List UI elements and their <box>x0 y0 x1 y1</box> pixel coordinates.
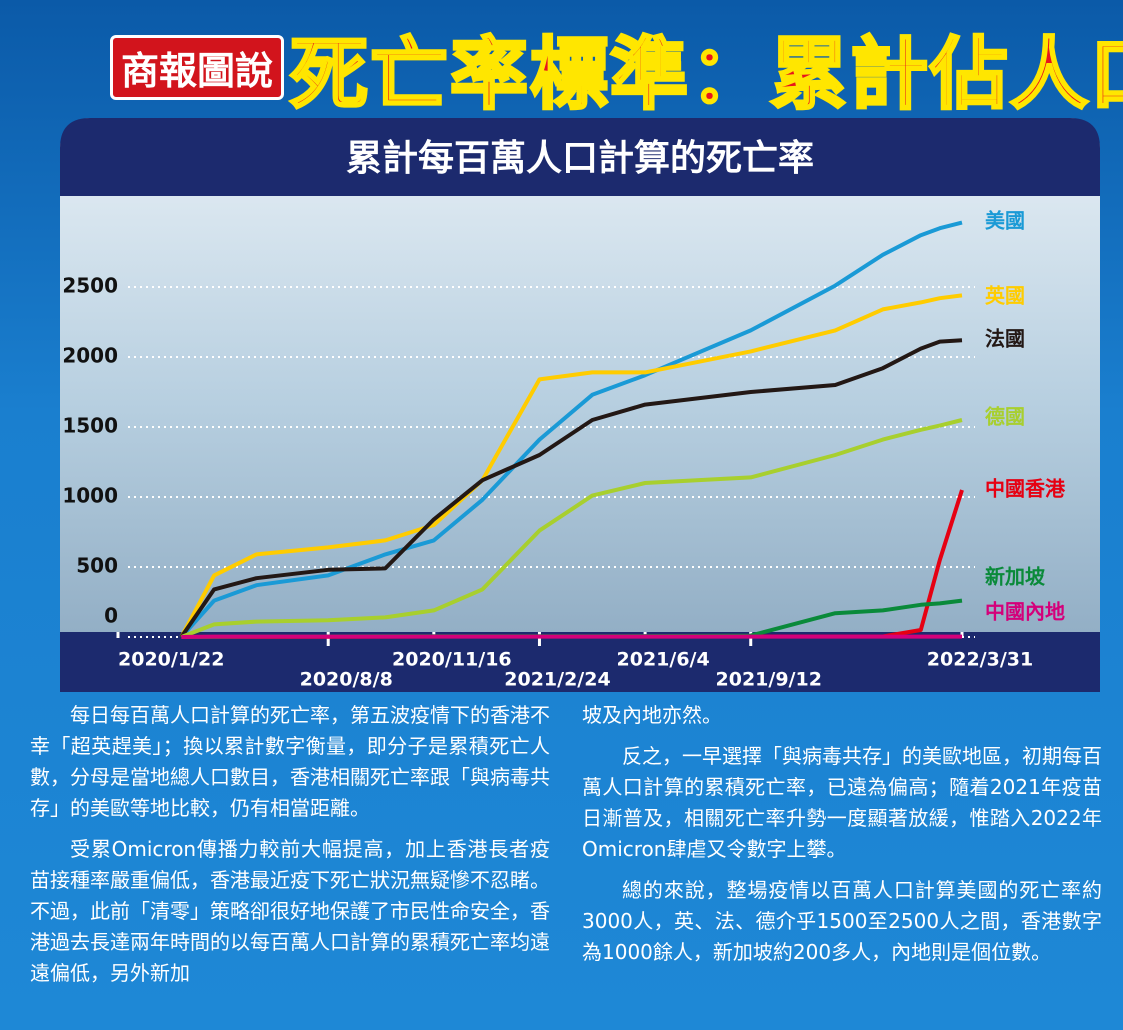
x-tick-label: 2020/8/8 <box>300 669 393 691</box>
paragraph: 坡及內地亦然。 <box>582 700 1102 731</box>
series-label: 德國 <box>985 405 1025 429</box>
x-tick-label: 2021/6/4 <box>617 649 710 671</box>
y-tick-label: 1500 <box>62 414 118 438</box>
chart-title: 累計每百萬人口計算的死亡率 <box>346 138 814 179</box>
paragraph: 總的來說，整場疫情以百萬人口計算美國的死亡率約3000人，英、法、德介乎1500… <box>582 875 1102 968</box>
series-label: 英國 <box>985 284 1025 308</box>
article-left: 每日每百萬人口計算的死亡率，第五波疫情下的香港不幸「超英趕美」；換以累計數字衡量… <box>30 700 550 999</box>
x-tick-label: 2020/1/22 <box>118 649 224 671</box>
page-title: 死亡率標準：累計佔人口比例 <box>290 12 1123 124</box>
paragraph: 受累Omicron傳播力較前大幅提高，加上香港長者疫苗接種率嚴重偏低，香港最近疫… <box>30 834 550 989</box>
page: 累計每百萬人口計算的死亡率 0 500 1000 1500 2000 2500 2020/1… <box>0 0 1123 1030</box>
x-tick-label: 2021/9/12 <box>716 669 822 691</box>
series-label: 中國香港 <box>985 477 1066 501</box>
series-label: 美國 <box>985 209 1025 233</box>
y-tick-label: 2000 <box>62 344 118 368</box>
series-label: 法國 <box>985 327 1025 351</box>
paragraph: 每日每百萬人口計算的死亡率，第五波疫情下的香港不幸「超英趕美」；換以累計數字衡量… <box>30 700 550 824</box>
y-tick-label: 1000 <box>62 484 118 508</box>
y-tick-label: 2500 <box>62 274 118 298</box>
y-tick-label: 500 <box>76 554 118 578</box>
series-label: 新加坡 <box>985 565 1046 589</box>
x-tick-label: 2022/3/31 <box>927 649 1033 671</box>
article-right: 坡及內地亦然。反之，一早選擇「與病毒共存」的美歐地區，初期每百萬人口計算的累積死… <box>582 700 1102 978</box>
logo: 商報圖說 <box>110 35 284 100</box>
series-label: 中國內地 <box>985 600 1065 624</box>
x-tick-label: 2021/2/24 <box>504 669 610 691</box>
paragraph: 反之，一早選擇「與病毒共存」的美歐地區，初期每百萬人口計算的累積死亡率，已遠為偏… <box>582 741 1102 865</box>
x-tick-label: 2020/11/16 <box>392 649 512 671</box>
y-tick-label: 0 <box>104 604 118 628</box>
